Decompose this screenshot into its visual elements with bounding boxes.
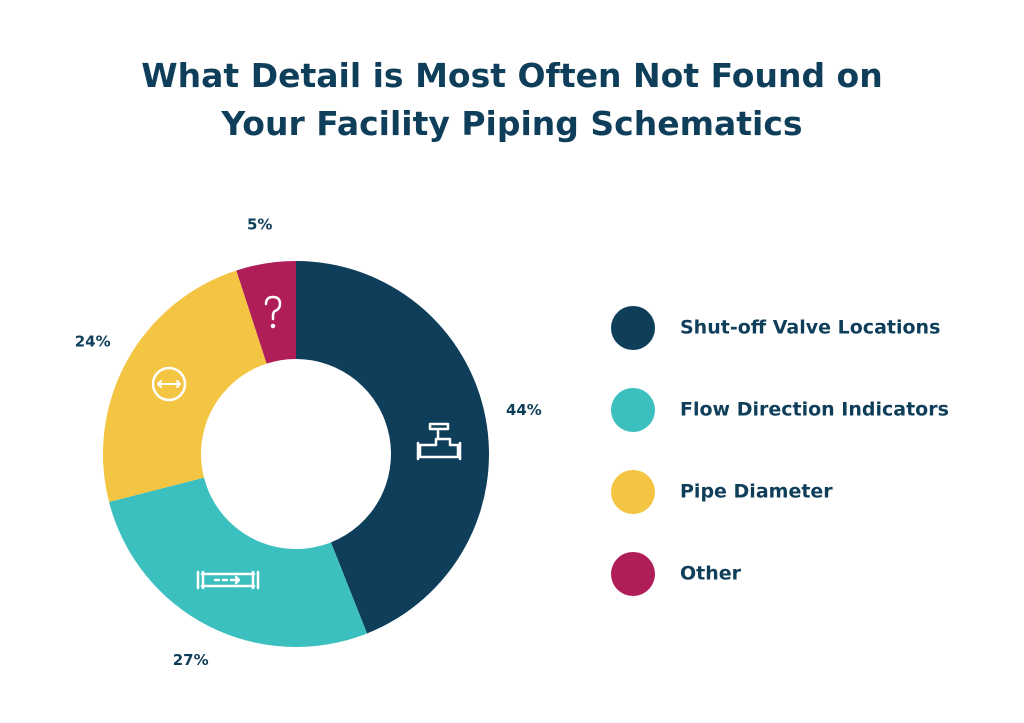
labels: 44% 27% 24% 5% (75, 215, 542, 669)
legend-swatch (611, 552, 655, 596)
diameter-icon (151, 366, 187, 402)
legend-label: Flow Direction Indicators (680, 399, 949, 421)
legend-swatch (611, 470, 655, 514)
legend-label: Other (680, 563, 742, 585)
legend-swatch (611, 306, 655, 350)
value-label: 5% (247, 215, 272, 233)
chart-title: What Detail is Most Often Not Found on Y… (141, 56, 883, 143)
flow-icon (196, 570, 260, 590)
donut-slice (236, 261, 296, 364)
donut-slice (296, 261, 489, 634)
question-icon (264, 295, 282, 329)
donut-slice (109, 477, 368, 647)
icons (151, 295, 462, 590)
donut (102, 261, 489, 647)
legend-swatch (611, 388, 655, 432)
valve-icon (416, 422, 462, 461)
legend: Shut-off Valve Locations Flow Direction I… (611, 306, 949, 596)
value-label: 27% (173, 651, 209, 669)
value-label: 44% (506, 401, 542, 419)
value-label: 24% (75, 333, 111, 351)
legend-label: Pipe Diameter (680, 481, 833, 503)
legend-label: Shut-off Valve Locations (680, 317, 940, 339)
